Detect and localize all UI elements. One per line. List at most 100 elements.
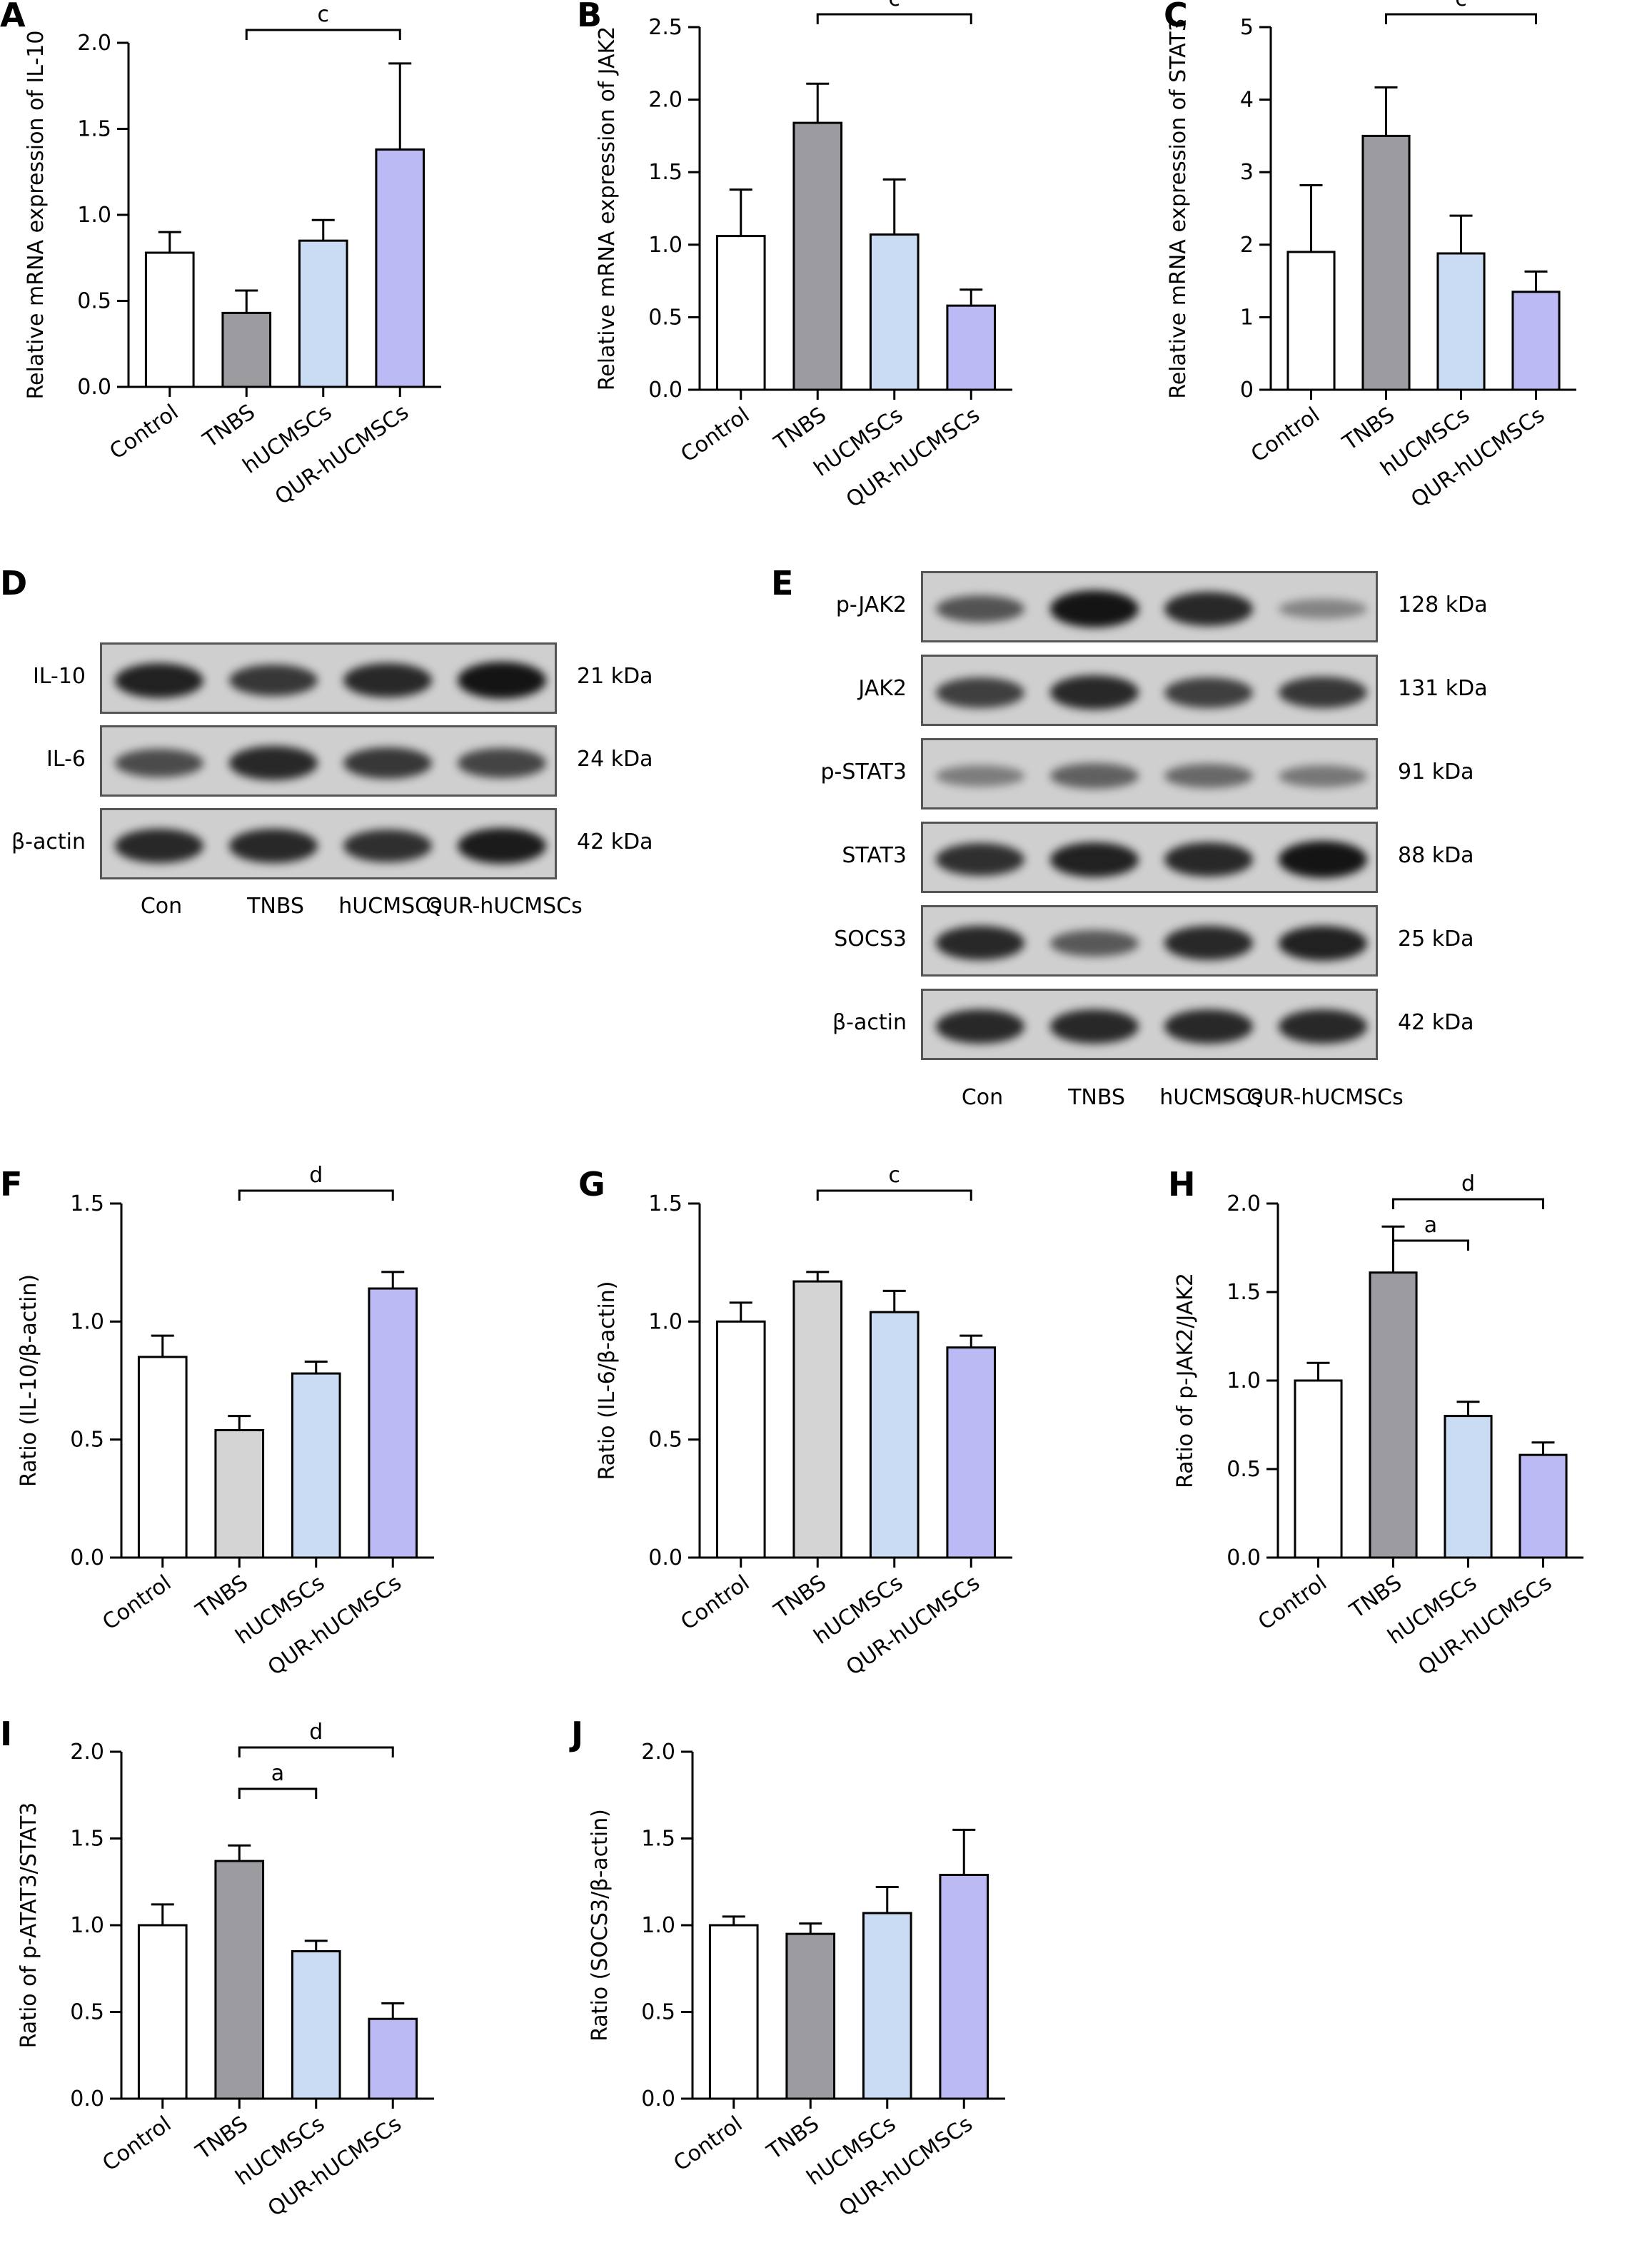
blot-e: E p-JAK2 128 kDa JAK2 131 kDa p-STAT3 91 kDa S… — [757, 557, 1542, 1128]
bar-hucmscs — [1436, 252, 1486, 391]
blot-strip — [921, 989, 1378, 1060]
protein-band — [1049, 590, 1139, 627]
x-tick-label: TNBS — [191, 1570, 253, 1624]
x-tick-label: QUR-hUCMSCs — [263, 2112, 406, 2222]
x-tick-label: Control — [676, 1570, 754, 1635]
blot-kda-label: 42 kDa — [577, 829, 653, 854]
bar-hucmscs — [862, 1912, 912, 2100]
chart-body: 0.0 0.5 1.0 1.5 Ratio (IL-10/β-actin) Control… — [16, 1163, 434, 1680]
blot-row-label: p-STAT3 — [820, 760, 907, 785]
chart-body: 0.0 0.5 1.0 1.5 2.0 2.5 Relative mRNA expressi… — [595, 0, 1012, 513]
x-tick-label: Control — [105, 400, 183, 465]
y-tick-label: 0.5 — [641, 2000, 675, 2025]
blot-d: D IL-10 21 kDa IL-6 24 kDa β-actin 42 kDa Con T… — [0, 564, 653, 949]
y-tick-label: 2.0 — [648, 88, 683, 113]
bar-chart-j: 0.0 0.5 1.0 1.5 2.0 Ratio (SOCS3/β-actin) Cont… — [588, 1740, 1005, 2221]
protein-band — [935, 843, 1025, 876]
x-tick-label: QUR-hUCMSCs — [263, 1570, 406, 1681]
blot-strip — [921, 738, 1378, 809]
significance-bracket — [1392, 1198, 1544, 1209]
panel-label: B — [577, 0, 603, 34]
bar-control — [715, 1320, 766, 1559]
blot-lane-label: QUR-hUCMSCs — [425, 894, 583, 919]
blot-lane-label: Con — [961, 1085, 1004, 1110]
blot-kda-label: 25 kDa — [1398, 927, 1474, 952]
y-axis-label: Ratio (IL-10/β-actin) — [16, 1274, 41, 1487]
protein-band — [457, 748, 547, 778]
protein-band — [457, 662, 547, 699]
y-tick-label: 0.0 — [1227, 1545, 1261, 1570]
panel-h: H 0.0 0.5 1.0 1.5 2.0 Ratio of p-JAK2/JAK2 Con… — [1157, 1164, 1649, 1706]
bar-chart-h: 0.0 0.5 1.0 1.5 2.0 Ratio of p-JAK2/JAK2 Contr… — [1173, 1171, 1583, 1680]
bar-chart-i: 0.0 0.5 1.0 1.5 2.0 Ratio of p-ATAT3/STAT3 Con… — [16, 1720, 434, 2221]
y-tick-label: 0.0 — [648, 1545, 683, 1570]
bar-tnbs — [1369, 1271, 1418, 1559]
y-tick-label: 0.0 — [77, 375, 111, 400]
y-tick-label: 2.5 — [648, 15, 683, 40]
protein-band — [1049, 1009, 1139, 1044]
bar-qur-hucmscs — [946, 304, 997, 391]
y-tick-label: 2.0 — [1227, 1191, 1261, 1216]
y-tick-label: 5 — [1240, 15, 1254, 40]
significance-bracket — [245, 29, 401, 40]
panel-label: G — [578, 1165, 605, 1204]
y-axis-label: Relative mRNA expression of STAT3 — [1166, 18, 1191, 399]
y-tick-label: 0.0 — [70, 2087, 104, 2112]
y-tick-label: 1.5 — [70, 1191, 104, 1216]
y-tick-label: 1.0 — [1227, 1368, 1261, 1393]
protein-band — [1278, 676, 1368, 709]
panel-label: D — [0, 564, 28, 602]
x-tick-label: TNBS — [770, 1570, 831, 1624]
x-tick-label: TNBS — [198, 400, 260, 453]
protein-band — [1164, 677, 1254, 708]
protein-band — [1278, 841, 1368, 878]
panel-label: F — [0, 1165, 23, 1204]
blot-kda-label: 131 kDa — [1398, 676, 1488, 701]
blot-lane-label: hUCMSCs — [1159, 1085, 1262, 1110]
bar-hucmscs — [869, 233, 920, 391]
bar-tnbs — [785, 1932, 836, 2100]
chart-body: 0.0 0.5 1.0 1.5 2.0 Relative mRNA expression … — [24, 2, 441, 510]
protein-band — [114, 829, 204, 863]
chart-body: 0.0 0.5 1.0 1.5 2.0 Ratio (SOCS3/β-actin) Cont… — [588, 1740, 1005, 2221]
x-tick-label: Control — [1246, 403, 1324, 468]
y-tick-label: 1.5 — [1227, 1280, 1261, 1305]
bar-control — [708, 1924, 759, 2100]
chart-body: 0.0 0.5 1.0 1.5 2.0 Ratio of p-JAK2/JAK2 Contr… — [1173, 1171, 1583, 1680]
blot-row-label: STAT3 — [842, 843, 907, 868]
bar-hucmscs — [291, 1372, 341, 1559]
y-tick-label: 1.0 — [648, 233, 683, 258]
protein-band — [114, 749, 204, 777]
x-tick-label: QUR-hUCMSCs — [271, 400, 413, 510]
significance-bracket — [1392, 1239, 1469, 1251]
blot-strip — [921, 822, 1378, 893]
protein-band — [1278, 599, 1368, 619]
chart-body: 0.0 0.5 1.0 1.5 2.0 Ratio of p-ATAT3/STAT3 Con… — [16, 1720, 434, 2221]
bar-tnbs — [214, 1860, 265, 2100]
y-tick-label: 1.5 — [648, 1191, 683, 1216]
y-tick-label: 0.5 — [70, 1428, 104, 1453]
blot-kda-label: 42 kDa — [1398, 1010, 1474, 1035]
significance-bracket — [238, 1746, 394, 1757]
protein-band — [935, 926, 1025, 960]
bar-qur-hucmscs — [939, 1874, 989, 2100]
protein-band — [935, 677, 1025, 708]
blot-strip — [921, 905, 1378, 977]
panel-a: A 0.0 0.5 1.0 1.5 2.0 Relative mRNA expressio… — [0, 0, 500, 543]
protein-band — [1049, 842, 1139, 877]
y-tick-label: 1.5 — [641, 1827, 675, 1852]
significance-bracket — [816, 1189, 972, 1201]
bar-qur-hucmscs — [368, 2017, 418, 2100]
blot-strip — [100, 725, 557, 797]
bar-hucmscs — [298, 239, 348, 388]
y-tick-label: 0.5 — [70, 2000, 104, 2025]
blot-kda-label: 24 kDa — [577, 747, 653, 772]
x-tick-label: Control — [98, 2112, 176, 2176]
y-tick-label: 2 — [1240, 233, 1254, 258]
y-tick-label: 0.5 — [648, 305, 683, 330]
protein-band — [1278, 765, 1368, 787]
panel-label: C — [1164, 0, 1188, 34]
panel-g: G 0.0 0.5 1.0 1.5 Ratio (IL-6/β-actin) Contro… — [571, 1163, 1071, 1706]
y-axis-label: Relative mRNA expression of IL-10 — [24, 31, 49, 400]
